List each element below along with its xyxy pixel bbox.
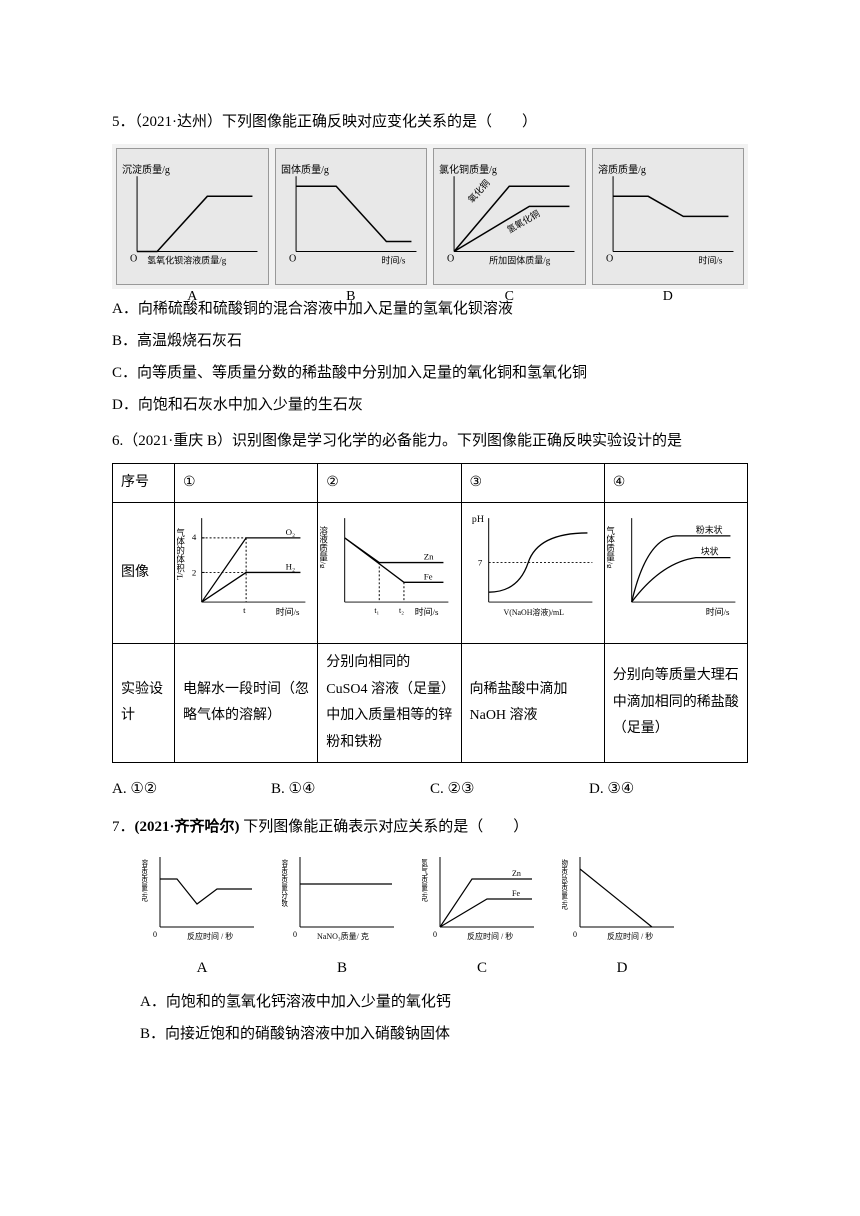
q5-opt-b: B．高温煅烧石灰石 [112, 329, 748, 353]
q6-des-2: 分别向相同的 CuSO4 溶液（足量）中加入质量相等的锌粉和铁粉 [318, 643, 461, 762]
q5-opt-d: D．向饱和石灰水中加入少量的生石灰 [112, 393, 748, 417]
svg-text:溶质质量分数: 溶质质量分数 [282, 858, 289, 908]
q7-graph-c: 氢气质量/克 Zn Fe 0 反应时间 / 秒 [422, 849, 542, 952]
q7-opt-b: B．向接近饱和的硝酸钠溶液中加入硝酸钠固体 [112, 1022, 748, 1046]
svg-text:O: O [606, 254, 613, 265]
svg-text:氢气质量/克: 氢气质量/克 [422, 858, 429, 902]
svg-text:Fe: Fe [512, 889, 520, 898]
q6-stem: 6.（2021·重庆 B）识别图像是学习化学的必备能力。下列图像能正确反映实验设… [112, 429, 748, 453]
q6-hdr-img: 图像 [113, 503, 175, 644]
q6-hdr-seq: 序号 [113, 463, 175, 503]
question-6: 6.（2021·重庆 B）识别图像是学习化学的必备能力。下列图像能正确反映实验设… [112, 429, 748, 802]
q6-des-1: 电解水一段时间（忽略气体的溶解） [175, 643, 318, 762]
svg-text:溶质质量/g: 溶质质量/g [598, 163, 646, 176]
q7-stem: 7．(2021·齐齐哈尔) 下列图像能正确表示对应关系的是（ ） [112, 815, 748, 839]
svg-text:时间/s: 时间/s [698, 255, 723, 266]
svg-text:反应时间 / 秒: 反应时间 / 秒 [607, 931, 653, 941]
svg-text:4: 4 [192, 532, 197, 542]
q5-graph-c: 氯化铜质量/g 氧化铜 氢氧化铜 O 所加固体质量/g C [433, 148, 586, 285]
svg-text:氧化铜: 氧化铜 [465, 177, 491, 204]
svg-text:7: 7 [477, 558, 482, 568]
q7-graph-labels: A B C D [142, 956, 748, 980]
q6-opt-a: A. ①② [112, 777, 271, 801]
svg-text:H₂: H₂ [286, 562, 296, 572]
q5-graph-d: 溶质质量/g O 时间/s D [592, 148, 745, 285]
q7-graph-b: 溶质质量分数 0 NaNO₃质量/ 克 [282, 849, 402, 952]
svg-text:Zn: Zn [424, 552, 434, 562]
q6-options: A. ①② B. ①④ C. ②③ D. ③④ [112, 777, 748, 801]
svg-text:氢氧化钡溶液质量/g: 氢氧化钡溶液质量/g [147, 255, 227, 266]
q6-graph-3: pH 7 V(NaOH溶液)/mL [461, 503, 604, 644]
svg-text:O₂: O₂ [286, 527, 296, 537]
q7-opt-a: A．向饱和的氢氧化钙溶液中加入少量的氧化钙 [112, 990, 748, 1014]
svg-text:所加固体质量/g: 所加固体质量/g [489, 255, 551, 266]
svg-text:粉末状: 粉末状 [696, 524, 723, 535]
q5-graph-b: 固体质量/g O 时间/s B [275, 148, 428, 285]
q6-opt-b: B. ①④ [271, 777, 430, 801]
svg-text:时间/s: 时间/s [381, 255, 406, 266]
q7-graph-d: 物质总质量/克 0 反应时间 / 秒 [562, 849, 682, 952]
q5-d-letter: D [593, 286, 744, 308]
svg-text:Zn: Zn [512, 869, 521, 878]
svg-text:气体质量/g: 气体质量/g [607, 525, 615, 569]
svg-text:时间/s: 时间/s [706, 606, 730, 617]
q5-a-letter: A [117, 286, 268, 308]
q6-seq-4: ④ [604, 463, 747, 503]
svg-text:时间/s: 时间/s [415, 606, 439, 617]
svg-text:块状: 块状 [701, 546, 719, 557]
svg-text:0: 0 [153, 930, 157, 939]
svg-text:时间/s: 时间/s [276, 606, 300, 617]
svg-text:溶液质量/g: 溶液质量/g [320, 525, 328, 569]
svg-text:O: O [130, 254, 137, 265]
q6-graph-4: 气体质量/g 粉末状 块状 时间/s [604, 503, 747, 644]
question-5: 5．（2021·达州）下列图像能正确反映对应变化关系的是（ ） 沉淀质量/g O… [112, 110, 748, 417]
svg-text:Fe: Fe [424, 572, 433, 582]
q6-seq-1: ① [175, 463, 318, 503]
q6-graph-1: 气体的体积/L 4 2 O₂ H₂ t 时间/s [175, 503, 318, 644]
svg-text:0: 0 [293, 930, 297, 939]
q6-des-4: 分别向等质量大理石中滴加相同的稀盐酸（足量） [604, 643, 747, 762]
svg-text:t₂: t₂ [399, 606, 404, 615]
svg-text:沉淀质量/g: 沉淀质量/g [122, 163, 170, 176]
q6-seq-3: ③ [461, 463, 604, 503]
q5-graph-a: 沉淀质量/g O 氢氧化钡溶液质量/g A [116, 148, 269, 285]
question-7: 7．(2021·齐齐哈尔) 下列图像能正确表示对应关系的是（ ） 溶质质量/克 … [112, 815, 748, 1046]
svg-text:反应时间 / 秒: 反应时间 / 秒 [187, 931, 233, 941]
q5-c-letter: C [434, 286, 585, 308]
q6-des-3: 向稀盐酸中滴加 NaOH 溶液 [461, 643, 604, 762]
svg-text:t: t [243, 605, 246, 615]
svg-text:气体的体积/L: 气体的体积/L [177, 527, 185, 580]
svg-text:pH: pH [471, 514, 483, 525]
svg-text:O: O [289, 254, 296, 265]
q6-table: 序号 ① ② ③ ④ 图像 气体的体积/L 4 2 [112, 463, 748, 764]
svg-text:O: O [447, 254, 454, 265]
svg-text:0: 0 [433, 930, 437, 939]
q6-hdr-des: 实验设计 [113, 643, 175, 762]
q5-opt-c: C．向等质量、等质量分数的稀盐酸中分别加入足量的氧化铜和氢氧化铜 [112, 361, 748, 385]
q6-opt-d: D. ③④ [589, 777, 748, 801]
q5-graph-row: 沉淀质量/g O 氢氧化钡溶液质量/g A 固体质量/g O 时间/s B [112, 144, 748, 289]
svg-text:0: 0 [573, 930, 577, 939]
svg-text:物质总质量/克: 物质总质量/克 [562, 858, 569, 910]
svg-text:溶质质量/克: 溶质质量/克 [142, 858, 149, 902]
q5-b-letter: B [276, 286, 427, 308]
q7-graph-a: 溶质质量/克 0 反应时间 / 秒 [142, 849, 262, 952]
svg-text:2: 2 [192, 568, 196, 578]
svg-text:固体质量/g: 固体质量/g [281, 164, 329, 176]
svg-text:反应时间 / 秒: 反应时间 / 秒 [467, 931, 513, 941]
svg-text:V(NaOH溶液)/mL: V(NaOH溶液)/mL [503, 607, 564, 617]
svg-text:氯化铜质量/g: 氯化铜质量/g [439, 163, 497, 176]
q6-opt-c: C. ②③ [430, 777, 589, 801]
q7-graph-row: 溶质质量/克 0 反应时间 / 秒 溶质质量分数 0 NaNO₃质量/ 克 氢气… [142, 849, 748, 952]
svg-text:NaNO₃质量/ 克: NaNO₃质量/ 克 [317, 931, 369, 941]
q6-seq-2: ② [318, 463, 461, 503]
q5-stem: 5．（2021·达州）下列图像能正确反映对应变化关系的是（ ） [112, 110, 748, 134]
q6-graph-2: 溶液质量/g Zn Fe t₁ t₂ 时间/s [318, 503, 461, 644]
svg-text:氢氧化铜: 氢氧化铜 [505, 208, 542, 236]
svg-text:t₁: t₁ [375, 606, 380, 615]
